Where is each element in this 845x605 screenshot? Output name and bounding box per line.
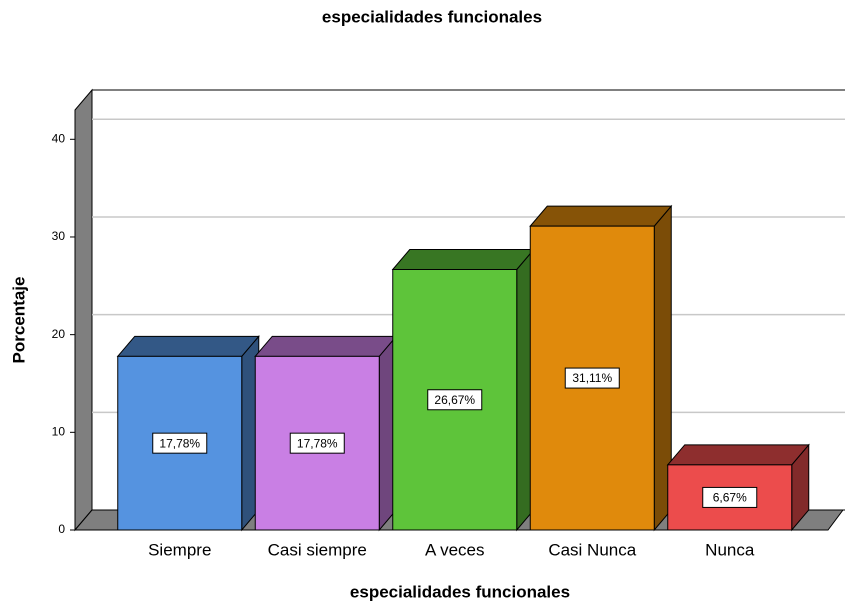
- value-label: 26,67%: [434, 393, 475, 407]
- bar-top: [254, 335, 398, 357]
- value-label-box: [702, 486, 758, 508]
- value-label-box: [564, 367, 620, 389]
- left-wall: [74, 88, 93, 532]
- y-tick-label: 0: [58, 522, 65, 536]
- x-tick-label: Casi Nunca: [548, 540, 636, 559]
- y-axis-title: Porcentaje: [9, 277, 28, 364]
- bar-top: [116, 335, 260, 357]
- value-label-box: [289, 432, 345, 454]
- value-label-box: [152, 432, 208, 454]
- x-axis-title: especialidades funcionales: [350, 582, 570, 601]
- x-tick-label: A veces: [425, 540, 485, 559]
- x-tick-label: Nunca: [705, 540, 755, 559]
- y-tick-label: 30: [52, 229, 66, 243]
- value-label: 6,67%: [713, 491, 747, 505]
- y-tick-label: 40: [52, 131, 66, 145]
- bar-top: [391, 249, 535, 271]
- y-tick-label: 10: [52, 424, 66, 438]
- bar: [254, 334, 398, 532]
- bar: [116, 334, 260, 532]
- bar-top: [666, 444, 810, 466]
- value-label: 17,78%: [297, 436, 338, 450]
- value-label-box: [427, 389, 483, 411]
- x-tick-label: Casi siempre: [268, 540, 367, 559]
- y-tick-label: 20: [52, 327, 66, 341]
- chart-title: especialidades funcionales: [322, 7, 542, 26]
- x-tick-label: Siempre: [148, 540, 211, 559]
- bar-top: [529, 205, 673, 227]
- value-label: 31,11%: [572, 371, 612, 385]
- value-label: 17,78%: [159, 436, 200, 450]
